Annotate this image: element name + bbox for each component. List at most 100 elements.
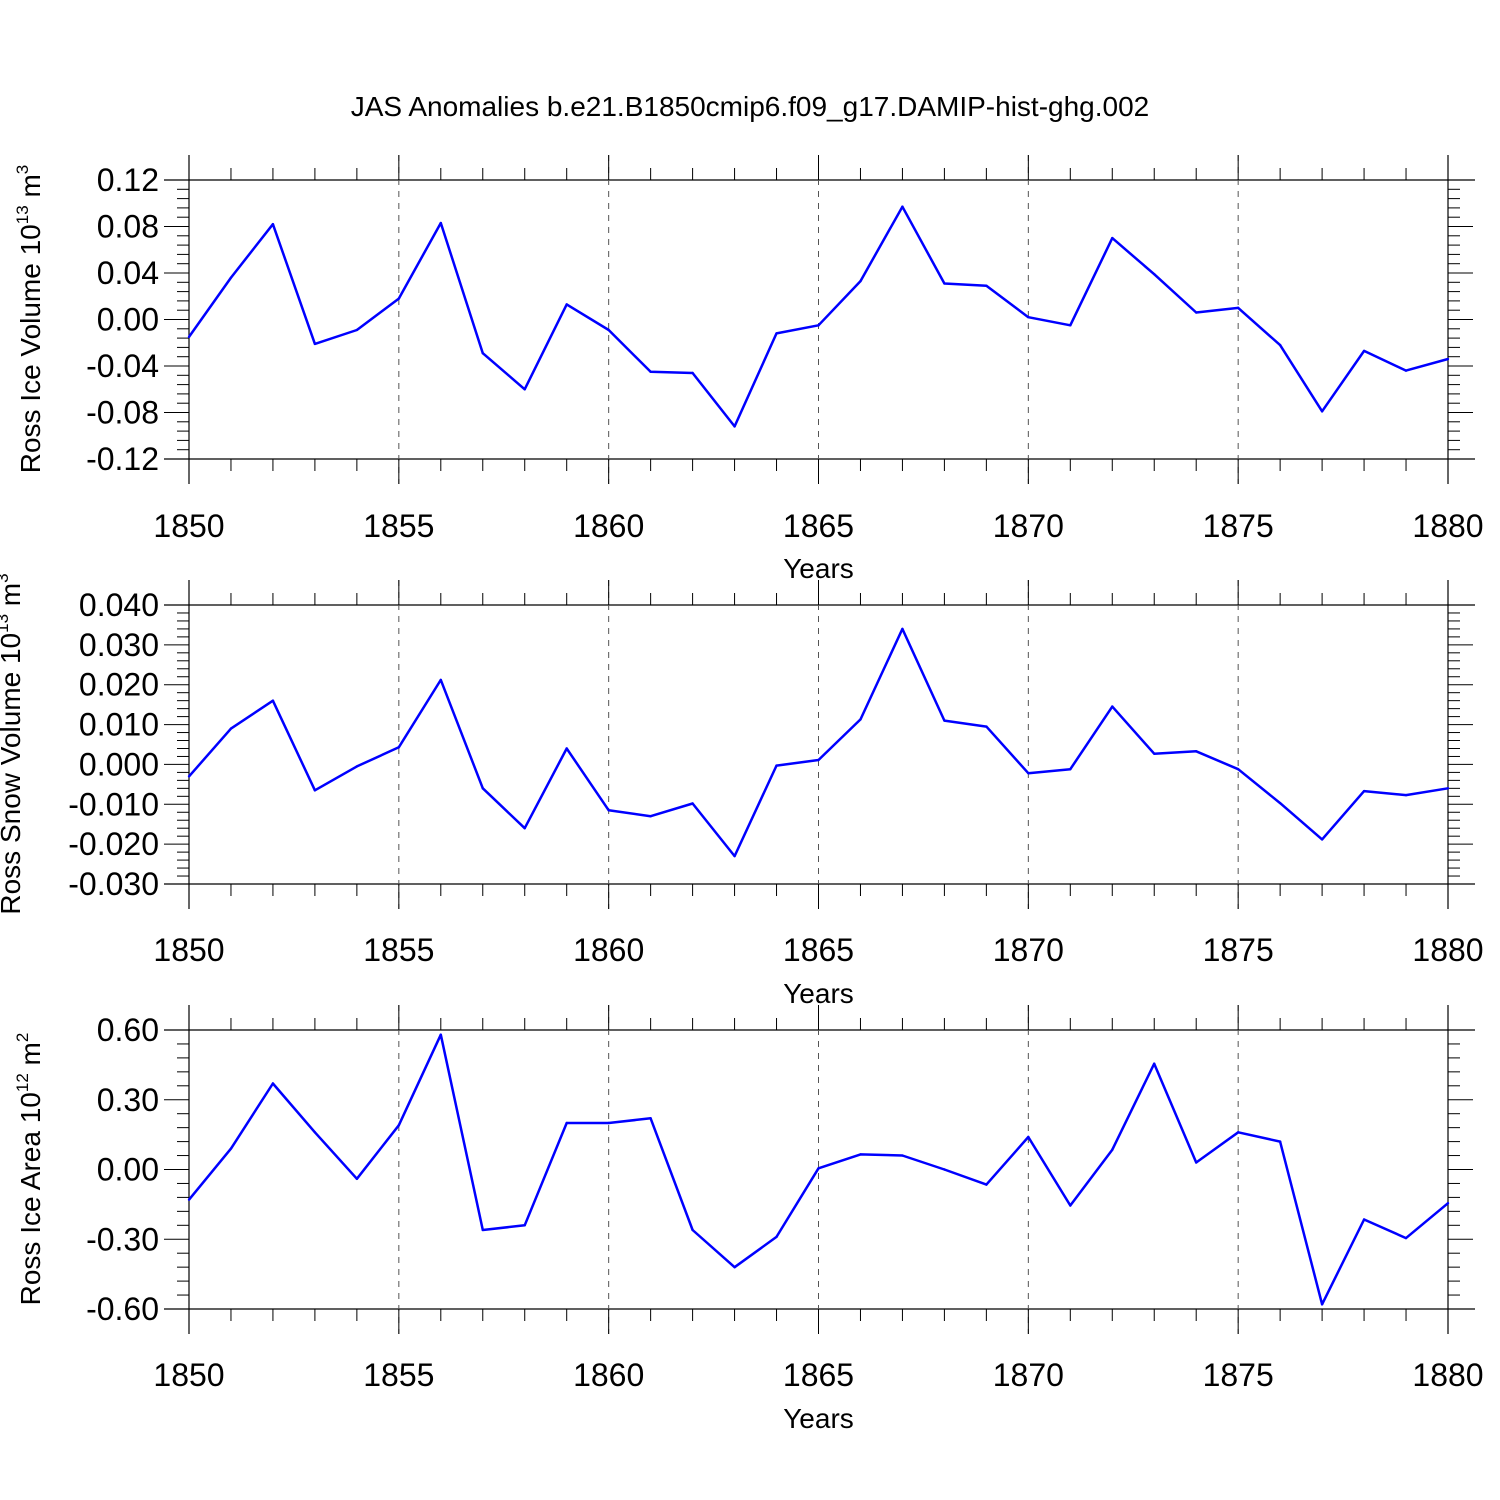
data-point — [187, 1198, 191, 1201]
x-tick-label: 1870 — [993, 508, 1064, 544]
data-point — [1446, 1202, 1450, 1205]
y-axis-label-text: Ross Snow Volume 10 — [0, 633, 26, 915]
y-tick-label: 0.020 — [79, 667, 159, 703]
data-point — [901, 1154, 904, 1157]
y-axis-label-unit: m — [15, 1042, 46, 1073]
data-point — [1278, 1140, 1282, 1143]
data-point — [229, 727, 233, 730]
y-tick-label: 0.00 — [97, 302, 159, 338]
data-point — [271, 222, 275, 226]
data-point — [355, 765, 359, 768]
y-axis-label-text: Ross Ice Area 10 — [15, 1092, 46, 1305]
data-point — [1069, 1204, 1072, 1207]
data-point — [481, 352, 484, 355]
x-tick-label: 1880 — [1412, 508, 1483, 544]
panel-ice-area: 1850 1855 1860 1865 1870 1875 1880 0.60 0.30 0.00… — [13, 1005, 1484, 1434]
data-point — [943, 719, 946, 722]
x-tick-label: 1880 — [1412, 932, 1483, 968]
data-point — [1320, 410, 1324, 413]
data-point — [1362, 1218, 1366, 1221]
y-axis-label: Ross Ice Volume 1013 m3 — [13, 165, 46, 474]
y-axis-label-unit-exponent: 2 — [13, 1033, 32, 1042]
data-point — [313, 1131, 317, 1134]
data-point — [607, 809, 610, 812]
data-point — [565, 1121, 568, 1125]
data-point — [733, 854, 736, 858]
y-tick-label: -0.12 — [86, 441, 159, 477]
y-tick-label: 0.00 — [97, 1152, 159, 1188]
data-point — [733, 425, 736, 428]
data-point — [775, 1235, 778, 1239]
x-axis-label: Years — [783, 1403, 854, 1434]
data-point — [523, 827, 526, 830]
data-point — [943, 282, 946, 285]
data-point — [649, 815, 652, 818]
y-tick-label: 0.030 — [79, 627, 159, 663]
y-tick-label: 0.30 — [97, 1082, 159, 1118]
data-point — [271, 699, 275, 702]
data-point — [985, 1183, 988, 1186]
data-point — [229, 276, 233, 279]
x-tick-label: 1865 — [783, 508, 854, 544]
data-point — [817, 1167, 820, 1170]
data-point — [1278, 801, 1282, 805]
data-point — [1069, 324, 1072, 327]
x-tick-label: 1875 — [1203, 932, 1274, 968]
x-tick-label: 1850 — [153, 932, 224, 968]
data-point — [439, 1033, 442, 1036]
data-point — [481, 1228, 484, 1232]
data-point — [607, 328, 610, 332]
data-point — [313, 789, 317, 792]
y-tick-label: -0.04 — [86, 348, 159, 384]
data-point — [1069, 768, 1072, 771]
data-point — [1153, 272, 1156, 276]
data-point — [985, 725, 988, 728]
y-axis-label-unit: m — [15, 174, 46, 205]
y-tick-label: 0.60 — [97, 1012, 159, 1048]
data-point — [1236, 306, 1240, 310]
y-tick-label: -0.020 — [68, 826, 159, 862]
data-point — [187, 335, 191, 339]
data-point — [1111, 236, 1114, 240]
data-point — [691, 1228, 694, 1232]
x-tick-label: 1860 — [573, 932, 644, 968]
x-tick-label: 1875 — [1203, 1357, 1274, 1393]
chart-title: JAS Anomalies b.e21.B1850cmip6.f09_g17.D… — [351, 91, 1149, 122]
panel-snow-volume: 1850 1855 1860 1865 1870 1875 1880 0.040 0.030 0.… — [0, 573, 1484, 1009]
x-tick-label: 1860 — [573, 508, 644, 544]
data-point — [439, 678, 442, 682]
data-point — [649, 370, 652, 374]
data-point — [901, 205, 904, 208]
data-point — [691, 802, 694, 805]
y-axis-label-unit-exponent: 3 — [13, 165, 32, 174]
data-point — [439, 221, 442, 225]
data-point — [859, 718, 862, 721]
y-axis-label-unit-exponent: 3 — [0, 573, 12, 582]
y-axis-label-exponent: 13 — [0, 614, 12, 633]
data-point — [985, 284, 988, 287]
data-point — [607, 1121, 610, 1125]
y-axis-label: Ross Ice Area 1012 m2 — [13, 1033, 46, 1306]
y-tick-label: -0.60 — [86, 1291, 159, 1327]
data-point — [901, 627, 904, 631]
data-point — [1153, 1062, 1156, 1065]
panel-ice-volume: 1850 1855 1860 1865 1870 1875 1880 0.12 0.08 0.04… — [13, 155, 1484, 584]
y-tick-label: -0.30 — [86, 1221, 159, 1257]
data-point — [859, 279, 862, 283]
x-tick-label: 1880 — [1412, 1357, 1483, 1393]
data-point — [775, 332, 778, 335]
x-tick-label: 1865 — [783, 932, 854, 968]
y-tick-label: -0.010 — [68, 786, 159, 822]
data-point — [1404, 1236, 1408, 1240]
data-point — [187, 775, 191, 778]
y-tick-label: -0.08 — [86, 395, 159, 431]
x-tick-label: 1850 — [153, 1357, 224, 1393]
x-axis-label: Years — [783, 553, 854, 584]
data-point — [1195, 311, 1198, 314]
data-point — [859, 1153, 862, 1156]
y-axis-label-exponent: 12 — [13, 1073, 32, 1092]
data-point — [691, 371, 694, 375]
data-point — [817, 758, 820, 762]
y-tick-label: 0.040 — [79, 587, 159, 623]
